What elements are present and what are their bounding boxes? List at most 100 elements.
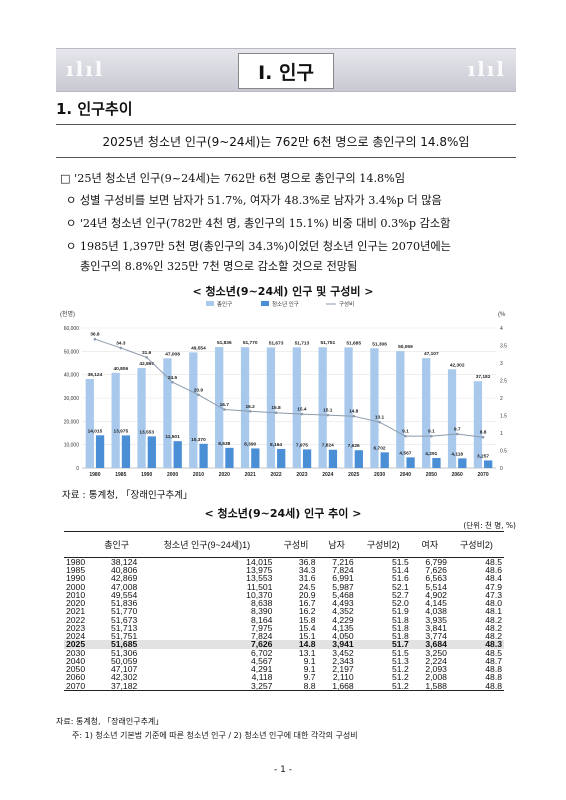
bar-total — [344, 347, 353, 468]
bullet-sub: ㅇ 1985년 1,397만 5천 명(총인구의 34.3%)이었던 청소년 인… — [66, 240, 451, 253]
cell-year: 1980 — [66, 557, 86, 567]
bar-youth-label: 7,824 — [322, 443, 334, 449]
bar-youth — [199, 443, 208, 468]
bar-youth-label: 13,975 — [113, 428, 128, 434]
table-cell: 48.8 — [485, 672, 502, 683]
table-cell: 6,991 — [332, 573, 354, 584]
ratio-point — [93, 337, 97, 341]
bar-total-label: 37,182 — [476, 374, 491, 380]
table-unit: (단위: 천 명, %) — [463, 521, 516, 530]
table-cell: 4,567 — [250, 655, 273, 666]
table-cell: 7,824 — [250, 631, 273, 642]
table-cell: 51,713 — [110, 622, 138, 633]
table-cell: 8,164 — [250, 614, 273, 625]
bar-total — [447, 369, 457, 468]
table-cell: 1,668 — [317, 681, 356, 691]
table-cell: 47.9 — [485, 581, 502, 592]
table-cell: 4,050 — [332, 631, 354, 642]
table-cell: 52.0 — [392, 598, 409, 609]
table-title: < 청소년(9~24세) 인구 추이 > — [204, 507, 362, 520]
table-cell: 48.0 — [485, 598, 502, 609]
table-row: 2070 37,182 3,257 8.8 1,668 51.2 1,588 48.8 — [64, 681, 504, 691]
ratio-label: 9.7 — [454, 427, 461, 433]
bullet-sub: ㅇ '24년 청소년 인구(782만 4천 명, 총인구의 15.1%) 비중 … — [66, 217, 451, 230]
bar-total — [396, 351, 405, 468]
table-cell: 4,291 — [250, 664, 273, 675]
table-cell: 31.6 — [298, 573, 316, 584]
ratio-point — [248, 410, 252, 413]
bar-total-label: 47,008 — [165, 351, 180, 357]
table-cell: 51.2 — [392, 672, 409, 683]
table-cell: 48.3 — [448, 640, 504, 649]
bullet-continuation: 총인구의 8.8%인 325만 7천 명으로 감소할 것으로 전망됨 — [80, 260, 358, 273]
y-tick-label: 10,000 — [64, 443, 80, 449]
table-row: 2024 51,751 7,824 15.1 4,050 51.8 3,774 48.2 — [64, 631, 504, 642]
bar-youth-label: 4,291 — [425, 451, 437, 457]
bar-total — [189, 352, 198, 468]
table-cell: 4,352 — [332, 606, 354, 617]
x-tick-label: 1980 — [89, 472, 100, 478]
table-cell: 4,229 — [332, 614, 354, 625]
bar-total-label: 51,836 — [217, 340, 232, 346]
bar-youth — [484, 460, 493, 468]
table-cell: 37,182 — [94, 681, 140, 691]
table-cell: 38,124 — [110, 557, 138, 567]
ratio-label: 9.1 — [428, 429, 435, 435]
cell-year: 2070 — [64, 681, 94, 691]
cell-year: 2000 — [66, 581, 86, 592]
ratio-point — [300, 412, 304, 416]
bar-youth — [354, 450, 363, 468]
table-cell: 3,257 — [139, 681, 275, 691]
bar-youth-label: 3,257 — [477, 453, 489, 459]
table-cell: 5,514 — [425, 581, 447, 592]
ratio-point — [404, 434, 407, 438]
bar-total — [292, 347, 301, 468]
table-cell: 5,468 — [332, 589, 354, 600]
table-cell: 4,145 — [425, 598, 447, 609]
bar-youth-label: 4,567 — [399, 450, 411, 456]
x-tick-label: 2020 — [219, 472, 230, 478]
table-cell: 11,501 — [246, 581, 273, 592]
table-cell: 4,902 — [425, 589, 447, 600]
table-cell: 7,626 — [139, 640, 275, 649]
table-cell: 42,302 — [110, 672, 138, 683]
table-cell: 8,638 — [250, 598, 273, 609]
header-female-ratio: 구성비2) — [448, 531, 504, 558]
y2-tick-label: 2 — [500, 396, 503, 402]
table-cell: 6,702 — [250, 647, 273, 658]
bar-total — [85, 379, 94, 468]
x-tick-label: 2010 — [193, 472, 204, 478]
table-cell: 2,008 — [425, 672, 447, 683]
bar-youth-label: 7,626 — [348, 443, 360, 449]
table-cell: 14,015 — [246, 557, 273, 567]
ratio-point — [352, 414, 355, 418]
ratio-label: 14.8 — [349, 409, 359, 415]
ratio-point — [481, 435, 485, 439]
table-cell: 51,673 — [110, 614, 138, 625]
bar-youth — [147, 436, 156, 468]
header-male-ratio: 구성비2) — [355, 531, 411, 558]
table-cell: 36.8 — [298, 557, 316, 567]
table-row: 2050 47,107 4,291 9.1 2,197 51.2 2,093 48.8 — [64, 664, 504, 675]
table-cell: 51.2 — [392, 664, 409, 675]
ratio-label: 16.2 — [246, 404, 256, 410]
table-cell: 48.5 — [485, 557, 502, 567]
ratio-label: 36.8 — [90, 332, 100, 338]
table-cell: 16.2 — [298, 606, 316, 617]
table-cell: 2,110 — [332, 672, 354, 683]
divider — [56, 124, 516, 125]
y2-tick-label: 1.5 — [500, 414, 507, 420]
y2-tick-label: 0 — [500, 466, 503, 472]
header-youth: 청소년 인구(9~24세)1) — [139, 531, 275, 558]
table-cell: 9.1 — [303, 664, 316, 675]
table-cell: 51.7 — [355, 640, 411, 649]
cell-year: 2060 — [66, 672, 86, 683]
y2-tick-label: 1 — [500, 431, 503, 437]
ratio-point — [326, 413, 330, 417]
chapter-title: I. 인구 — [238, 53, 334, 89]
bar-youth-label: 14,015 — [88, 428, 103, 434]
bar-total-label: 51,751 — [320, 340, 335, 346]
table-cell: 13,975 — [246, 565, 273, 576]
table-cell: 2,343 — [332, 655, 354, 666]
table-cell: 51,836 — [110, 598, 138, 609]
